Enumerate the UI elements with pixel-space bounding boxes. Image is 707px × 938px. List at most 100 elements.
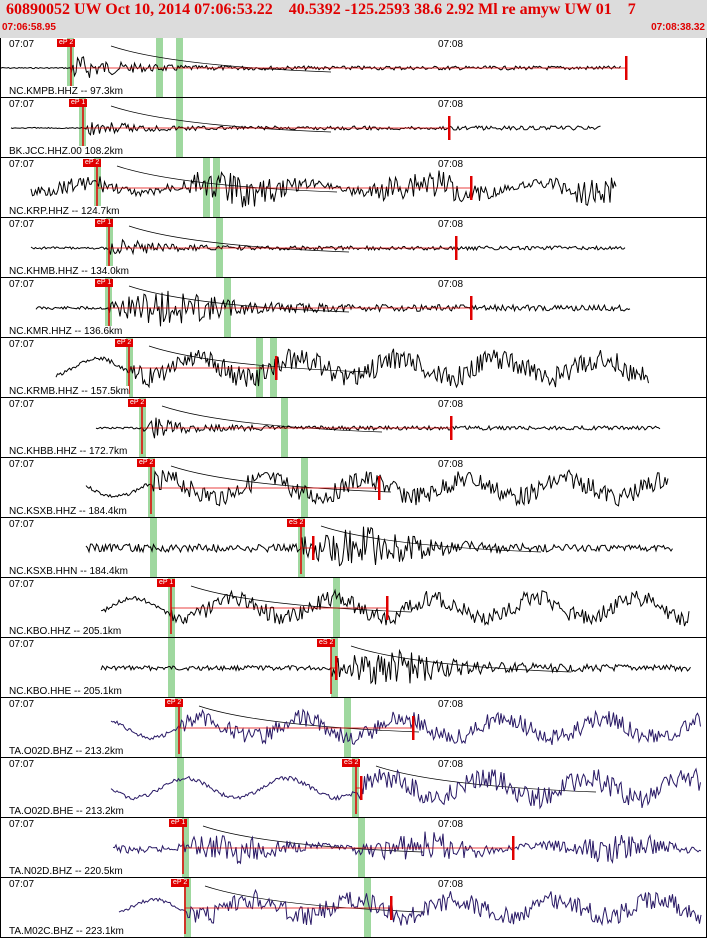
panel-start-time: 07:07 bbox=[9, 639, 35, 650]
waveform-trace bbox=[10, 122, 601, 136]
panel-minute-time: 07:08 bbox=[438, 759, 464, 770]
panel-minute-time: 07:08 bbox=[438, 219, 464, 230]
pick-label[interactable]: eP 1 bbox=[95, 279, 114, 287]
predicted-arrival-mark[interactable] bbox=[470, 296, 473, 320]
seismogram-panel[interactable]: 07:07 07:08 eP 1 TA.N02D.BHZ -- 220.5km bbox=[0, 818, 707, 878]
panel-minute-time: 07:08 bbox=[438, 159, 464, 170]
waveform-trace bbox=[110, 767, 701, 810]
waveform-plot bbox=[110, 698, 701, 757]
panel-minute-time: 07:08 bbox=[438, 879, 464, 890]
predicted-arrival-mark[interactable] bbox=[360, 776, 363, 800]
window-start-time: 07:06:58.95 bbox=[2, 22, 56, 33]
seismogram-panel[interactable]: 07:07 07:08 eP 2 NC.KHBB.HHZ -- 172.7km bbox=[0, 398, 707, 458]
station-label: TA.O02D.BHE -- 213.2km bbox=[9, 806, 124, 817]
waveform-plot bbox=[1, 38, 628, 97]
predicted-arrival-mark[interactable] bbox=[275, 356, 278, 380]
waveform-plot bbox=[30, 158, 617, 217]
waveform-plot bbox=[100, 638, 691, 697]
pick-label[interactable]: eP 2 bbox=[115, 339, 134, 347]
pick-label[interactable]: eP 2 bbox=[165, 699, 184, 707]
panel-start-time: 07:07 bbox=[9, 39, 35, 50]
seismogram-panel[interactable]: 07:07 07:08 eP 2 NC.KRP.HHZ -- 124.7km bbox=[0, 158, 707, 218]
travel-time-curve bbox=[116, 165, 338, 193]
predicted-arrival-mark[interactable] bbox=[470, 176, 473, 200]
seismogram-panel[interactable]: 07:07 07:08 eP 1 NC.KMR.HHZ -- 136.6km bbox=[0, 278, 707, 338]
seismogram-panel[interactable]: 07:07 07:08 eS 2 TA.O02D.BHE -- 213.2km bbox=[0, 758, 707, 818]
panel-start-time: 07:07 bbox=[9, 339, 35, 350]
travel-time-curve bbox=[110, 45, 332, 73]
pick-label[interactable]: eS 2 bbox=[287, 519, 306, 527]
travel-time-curve bbox=[198, 705, 420, 733]
pick-label[interactable]: eP 2 bbox=[128, 399, 147, 407]
panel-start-time: 07:07 bbox=[9, 159, 35, 170]
seismogram-panel[interactable]: 07:07 07:08 eP 2 TA.O02D.BHZ -- 213.2km bbox=[0, 698, 707, 758]
panel-minute-time: 07:08 bbox=[438, 459, 464, 470]
station-label: NC.KMPB.HHZ -- 97.3km bbox=[9, 86, 123, 97]
phase-window-band bbox=[344, 698, 351, 757]
predicted-arrival-mark[interactable] bbox=[448, 116, 451, 140]
waveform-trace bbox=[85, 526, 673, 567]
seismogram-panel[interactable]: 07:07 07:08 eP 2 TA.M02C.BHZ -- 223.1km bbox=[0, 878, 707, 938]
waveform-trace bbox=[1, 56, 621, 78]
predicted-arrival-mark[interactable] bbox=[412, 716, 415, 740]
seismogram-panel[interactable]: 07:07 eP 1 NC.KBO.HHZ -- 205.1km bbox=[0, 578, 707, 638]
predicted-arrival-mark[interactable] bbox=[512, 836, 515, 860]
predicted-arrival-mark[interactable] bbox=[335, 656, 338, 680]
pick-label[interactable]: eP 2 bbox=[83, 159, 102, 167]
panel-minute-time: 07:08 bbox=[438, 279, 464, 290]
predicted-arrival-mark[interactable] bbox=[390, 896, 393, 920]
phase-window-band bbox=[331, 638, 338, 697]
pick-label[interactable]: eP 2 bbox=[57, 39, 76, 47]
pick-label[interactable]: eP 2 bbox=[171, 879, 190, 887]
predicted-arrival-mark[interactable] bbox=[455, 236, 458, 260]
phase-window-band bbox=[184, 878, 191, 937]
predicted-arrival-mark[interactable] bbox=[386, 596, 389, 620]
seismogram-panel[interactable]: 07:07 eS 2 NC.KSXB.HHN -- 184.4km bbox=[0, 518, 707, 578]
seismogram-panel[interactable]: 07:07 07:08 eP 1 BK.JCC.HHZ.00 108.2km bbox=[0, 98, 707, 158]
window-end-time: 07:08:38.32 bbox=[651, 22, 705, 33]
predicted-arrival-mark[interactable] bbox=[378, 476, 381, 500]
station-label: NC.KHBB.HHZ -- 172.7km bbox=[9, 446, 128, 457]
pick-label[interactable]: eP 1 bbox=[69, 99, 88, 107]
pick-label[interactable]: eP 1 bbox=[169, 819, 188, 827]
station-label: NC.KSXB.HHZ -- 184.4km bbox=[9, 506, 127, 517]
panel-start-time: 07:07 bbox=[9, 99, 35, 110]
phase-window-band bbox=[270, 338, 277, 397]
station-label: TA.N02D.BHZ -- 220.5km bbox=[9, 866, 123, 877]
seismogram-panel[interactable]: 07:07 eS 2 NC.KBO.HHE -- 205.1km bbox=[0, 638, 707, 698]
waveform-plot bbox=[112, 818, 702, 877]
panel-start-time: 07:07 bbox=[9, 279, 35, 290]
phase-window-band bbox=[168, 638, 175, 697]
travel-time-curve bbox=[190, 585, 412, 613]
seismogram-panel[interactable]: 07:07 07:08 eP 1 NC.KHMB.HHZ -- 134.0km bbox=[0, 218, 707, 278]
pick-label[interactable]: eS 2 bbox=[342, 759, 361, 767]
event-title: 60890052 UW Oct 10, 2014 07:06:53.22 40.… bbox=[6, 1, 636, 18]
waveform-trace bbox=[35, 290, 631, 327]
waveform-trace bbox=[112, 831, 702, 865]
seismogram-panel[interactable]: 07:07 07:08 eP 2 NC.KMPB.HHZ -- 97.3km bbox=[0, 38, 707, 98]
station-label: NC.KHMB.HHZ -- 134.0km bbox=[9, 266, 130, 277]
station-label: TA.O02D.BHZ -- 213.2km bbox=[9, 746, 124, 757]
seismogram-panels[interactable]: 07:07 07:08 eP 2 NC.KMPB.HHZ -- 97.3km 07:07… bbox=[0, 38, 707, 938]
pick-label[interactable]: eP 2 bbox=[137, 459, 156, 467]
waveform-plot bbox=[95, 398, 661, 457]
waveform-trace bbox=[118, 888, 702, 927]
phase-window-band bbox=[333, 578, 340, 637]
pick-label[interactable]: eS 2 bbox=[317, 639, 336, 647]
predicted-arrival-mark[interactable] bbox=[450, 416, 453, 440]
travel-time-curve bbox=[161, 405, 383, 433]
pick-label[interactable]: eP 1 bbox=[157, 579, 176, 587]
phase-window-band bbox=[182, 818, 189, 877]
station-label: NC.KMR.HHZ -- 136.6km bbox=[9, 326, 123, 337]
panel-minute-time: 07:08 bbox=[438, 39, 464, 50]
predicted-arrival-mark[interactable] bbox=[625, 56, 628, 80]
seismogram-panel[interactable]: 07:07 eP 2 NC.KRMB.HHZ -- 157.5km bbox=[0, 338, 707, 398]
panel-start-time: 07:07 bbox=[9, 759, 35, 770]
phase-window-band bbox=[156, 38, 163, 97]
panel-start-time: 07:07 bbox=[9, 819, 35, 830]
phase-window-band bbox=[364, 878, 371, 937]
pick-label[interactable]: eP 1 bbox=[95, 219, 114, 227]
panel-start-time: 07:07 bbox=[9, 519, 35, 530]
predicted-arrival-mark[interactable] bbox=[312, 536, 315, 560]
seismogram-panel[interactable]: 07:07 07:08 eP 2 NC.KSXB.HHZ -- 184.4km bbox=[0, 458, 707, 518]
